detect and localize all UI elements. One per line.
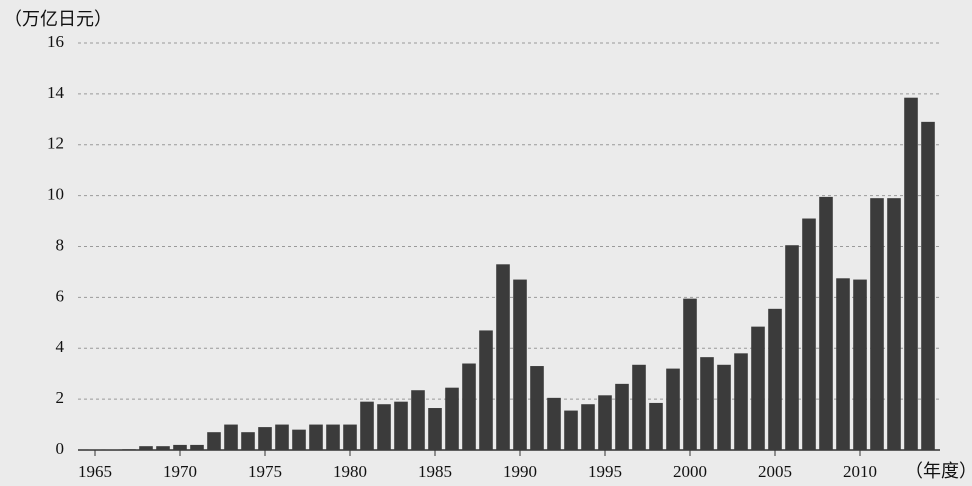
bar <box>819 196 833 450</box>
bar <box>309 424 323 450</box>
bar <box>530 366 544 450</box>
y-tick-label: 16 <box>47 32 64 51</box>
y-tick-label: 0 <box>56 439 65 458</box>
bar <box>700 357 714 450</box>
bar <box>224 424 238 450</box>
bar <box>666 368 680 450</box>
bar <box>734 353 748 450</box>
y-tick-label: 10 <box>47 185 64 204</box>
bar <box>462 363 476 450</box>
bar <box>921 121 935 450</box>
y-axis-label: （万亿日元） <box>4 9 112 30</box>
bar <box>258 427 272 450</box>
bar <box>717 364 731 450</box>
bar <box>615 383 629 450</box>
bar <box>887 198 901 450</box>
y-tick-label: 14 <box>47 83 65 102</box>
bar <box>173 444 187 450</box>
bar <box>275 424 289 450</box>
y-tick-label: 2 <box>56 388 65 407</box>
bar <box>139 446 153 450</box>
y-tick-label: 8 <box>56 235 65 254</box>
bar <box>479 330 493 450</box>
bar <box>411 390 425 450</box>
bar <box>513 279 527 450</box>
bar <box>802 218 816 450</box>
bar <box>190 444 204 450</box>
bar <box>360 401 374 450</box>
bar <box>122 449 136 450</box>
bar <box>496 264 510 450</box>
bar <box>853 279 867 450</box>
bar <box>343 424 357 450</box>
bar <box>445 387 459 450</box>
bar <box>564 410 578 450</box>
bar <box>105 449 119 450</box>
bar <box>751 326 765 450</box>
bar <box>581 404 595 450</box>
y-tick-label: 12 <box>47 134 64 153</box>
x-tick-label: 1970 <box>163 462 197 481</box>
x-tick-label: 2010 <box>843 462 877 481</box>
bar <box>292 429 306 450</box>
x-tick-label: 1975 <box>248 462 282 481</box>
x-tick-label: 1995 <box>588 462 622 481</box>
x-tick-label: 1980 <box>333 462 367 481</box>
x-tick-label: 2005 <box>758 462 792 481</box>
y-tick-label: 6 <box>56 286 65 305</box>
bar <box>394 401 408 450</box>
bar <box>377 404 391 450</box>
bar <box>870 198 884 450</box>
bar <box>768 308 782 450</box>
bar <box>683 298 697 450</box>
x-tick-label: 1990 <box>503 462 537 481</box>
bar <box>547 397 561 450</box>
x-tick-label: 1985 <box>418 462 452 481</box>
bar <box>326 424 340 450</box>
bar <box>428 408 442 450</box>
bar <box>904 97 918 451</box>
x-tick-label: 1965 <box>78 462 112 481</box>
bar <box>598 395 612 450</box>
bar <box>632 364 646 450</box>
y-tick-label: 4 <box>56 337 65 356</box>
x-axis-label: （年度） <box>905 461 972 482</box>
bar <box>836 278 850 450</box>
bar <box>785 245 799 450</box>
x-tick-label: 2000 <box>673 462 707 481</box>
bar <box>241 432 255 450</box>
bar <box>156 446 170 450</box>
bar <box>88 449 102 450</box>
bar <box>649 402 663 450</box>
bar <box>207 432 221 450</box>
